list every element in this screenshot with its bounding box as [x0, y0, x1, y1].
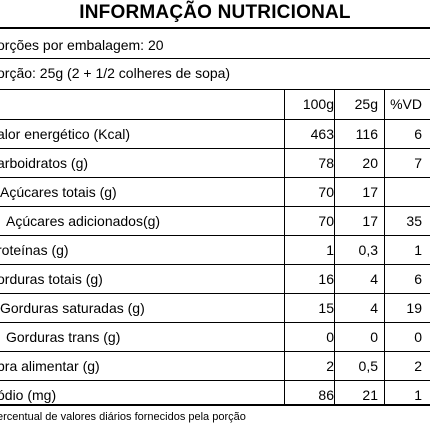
row-value-100g: 70	[318, 184, 334, 200]
row-value-25g: 20	[362, 155, 378, 171]
row-value-100g: 1	[326, 242, 334, 258]
column-divider	[334, 89, 335, 405]
row-value-25g: 17	[362, 213, 378, 229]
table-row: Gorduras trans (g) 0 0 0	[0, 323, 430, 352]
row-value-vd: 6	[414, 126, 422, 142]
table-row: Açúcares adicionados(g) 70 17 35	[0, 207, 430, 236]
row-label: arboidratos (g)	[0, 155, 89, 171]
row-label: Gorduras saturadas (g)	[0, 300, 145, 316]
row-value-vd: 35	[406, 213, 422, 229]
column-divider	[284, 89, 285, 405]
footnote: ercentual de valores diários fornecidos …	[0, 411, 246, 423]
table-header-row: 100g 25g %VD	[0, 90, 430, 119]
row-line	[0, 206, 430, 207]
row-value-vd: 0	[414, 329, 422, 345]
nutrition-title: INFORMAÇÃO NUTRICIONAL	[79, 2, 351, 23]
row-value-100g: 15	[318, 300, 334, 316]
row-value-vd: 7	[414, 155, 422, 171]
row-label: Açúcares adicionados(g)	[6, 213, 161, 229]
column-divider	[384, 89, 385, 405]
table-row: arboidratos (g) 78 20 7	[0, 149, 430, 178]
table-top-line	[0, 89, 430, 90]
row-value-100g: 0	[326, 329, 334, 345]
table-row: Gorduras saturadas (g) 15 4 19	[0, 294, 430, 323]
row-value-25g: 4	[370, 271, 378, 287]
row-line	[0, 119, 430, 120]
row-line	[0, 148, 430, 149]
row-value-25g: 0	[370, 329, 378, 345]
row-value-100g: 463	[310, 126, 334, 142]
row-line	[0, 177, 430, 178]
header-vd: %VD	[390, 96, 422, 112]
row-value-100g: 86	[318, 387, 334, 403]
table-row: Açúcares totais (g) 70 17	[0, 178, 430, 207]
row-value-vd: 1	[414, 242, 422, 258]
row-label: bra alimentar (g)	[0, 358, 100, 374]
row-value-25g: 21	[362, 387, 378, 403]
row-line	[0, 235, 430, 236]
row-value-25g: 0,3	[358, 242, 378, 258]
header-25g: 25g	[354, 96, 378, 112]
row-value-25g: 17	[362, 184, 378, 200]
row-value-vd: 6	[414, 271, 422, 287]
row-line	[0, 380, 430, 381]
row-value-25g: 0,5	[358, 358, 378, 374]
divider	[0, 58, 430, 59]
row-value-vd: 19	[406, 300, 422, 316]
row-line	[0, 351, 430, 352]
row-value-vd: 1	[414, 387, 422, 403]
table-row: ódio (mg) 86 21 1	[0, 381, 430, 410]
table-row: orduras totais (g) 16 4 6	[0, 265, 430, 294]
header-100g: 100g	[302, 96, 334, 112]
row-value-100g: 78	[318, 155, 334, 171]
row-value-100g: 16	[318, 271, 334, 287]
row-label: roteínas (g)	[0, 242, 69, 258]
row-line	[0, 293, 430, 294]
title-divider	[0, 27, 430, 29]
table-row: bra alimentar (g) 2 0,5 2	[0, 352, 430, 381]
row-value-vd: 2	[414, 358, 422, 374]
row-value-25g: 116	[355, 126, 378, 142]
table-row: roteínas (g) 1 0,3 1	[0, 236, 430, 265]
row-label: ódio (mg)	[0, 387, 57, 403]
row-value-25g: 4	[370, 300, 378, 316]
row-value-100g: 2	[326, 358, 334, 374]
row-label: Gorduras trans (g)	[6, 329, 121, 345]
row-line	[0, 322, 430, 323]
row-label: orduras totais (g)	[0, 271, 103, 287]
row-line	[0, 264, 430, 265]
table-bottom-line	[0, 404, 430, 406]
row-label: alor energético (Kcal)	[0, 126, 131, 142]
serving-size: orção: 25g (2 + 1/2 colheres de sopa)	[0, 65, 231, 81]
row-value-100g: 70	[318, 213, 334, 229]
row-label: Açúcares totais (g)	[0, 184, 117, 200]
servings-per-package: orções por embalagem: 20	[0, 37, 164, 53]
table-row: alor energético (Kcal) 463 116 6	[0, 120, 430, 149]
